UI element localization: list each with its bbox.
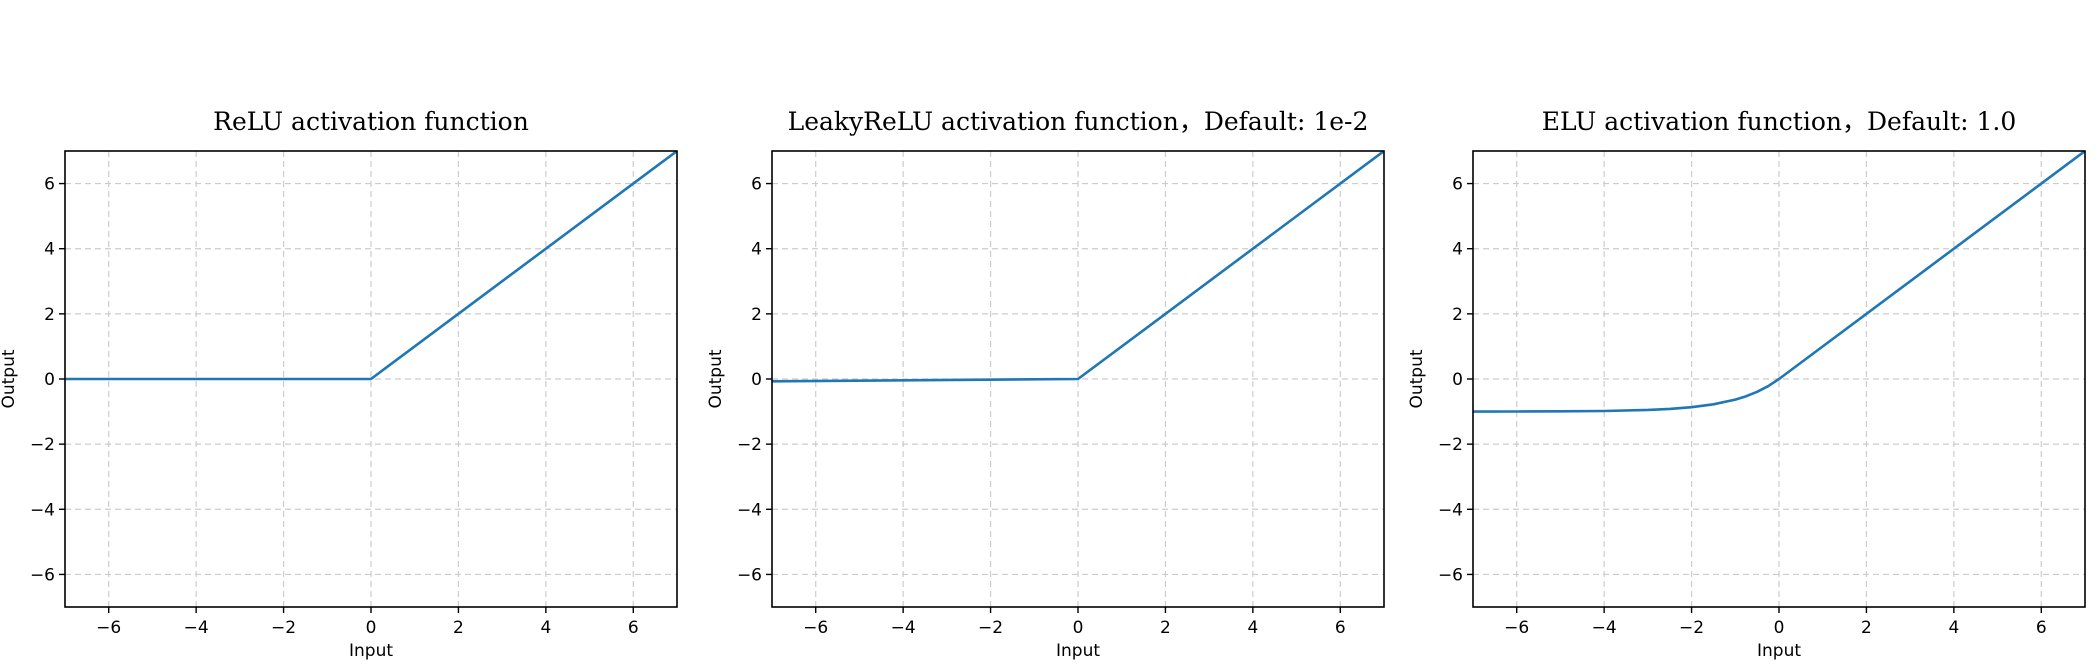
x-tick-label: −6: [803, 618, 828, 638]
chart-panel-1: ReLU activation function −6 −4 −2 0 2 4 6 −6 −4 −2…: [0, 0, 700, 668]
y-axis-label: Output: [706, 349, 726, 408]
y-tick-label: −4: [30, 500, 55, 520]
chart-svg: ReLU activation function −6 −4 −2 0 2 4 6 −6 −4 −2…: [0, 107, 678, 661]
y-tick-label: 6: [44, 175, 55, 195]
x-tick-label: −2: [271, 618, 296, 638]
x-tick-label: 6: [2036, 618, 2047, 638]
x-tick-label: 4: [1247, 618, 1258, 638]
x-tick-label: 4: [540, 618, 551, 638]
y-tick-label: 4: [1452, 240, 1463, 260]
y-tick-label: −2: [737, 435, 762, 455]
chart-title: ReLU activation function: [213, 107, 529, 136]
y-tick-label: 0: [751, 370, 762, 390]
y-tick-label: 6: [751, 175, 762, 195]
y-tick-label: 4: [751, 240, 762, 260]
y-tick-label: −4: [1438, 500, 1463, 520]
x-tick-label: −4: [1592, 618, 1617, 638]
series-line-leaky_relu: [772, 151, 1384, 383]
y-tick-label: 2: [1452, 305, 1463, 325]
chart-svg: LeakyReLU activation function，Default: 1…: [706, 107, 1385, 661]
y-tick-label: −6: [737, 565, 762, 585]
x-tick-label: −2: [1679, 618, 1704, 638]
chart-title: LeakyReLU activation function，Default: 1…: [788, 107, 1369, 136]
y-tick-label: −2: [30, 435, 55, 455]
x-tick-label: 0: [1073, 618, 1084, 638]
x-tick-label: 0: [1774, 618, 1785, 638]
chart-panel-2: LeakyReLU activation function，Default: 1…: [700, 0, 1400, 668]
x-tick-label: −6: [96, 618, 121, 638]
x-tick-label: 2: [1861, 618, 1872, 638]
y-tick-label: 0: [1452, 370, 1463, 390]
chart-title: ELU activation function，Default: 1.0: [1542, 107, 2017, 136]
x-tick-label: 4: [1948, 618, 1959, 638]
y-tick-label: 6: [1452, 175, 1463, 195]
y-tick-label: 2: [44, 305, 55, 325]
chart-panel-3: ELU activation function，Default: 1.0 −6 −4…: [1400, 0, 2100, 668]
x-tick-label: −2: [978, 618, 1003, 638]
chart-svg: ELU activation function，Default: 1.0 −6 −4…: [1407, 107, 2086, 661]
x-tick-label: −4: [184, 618, 209, 638]
y-tick-label: −6: [30, 565, 55, 585]
x-tick-label: 2: [1160, 618, 1171, 638]
x-tick-label: 2: [453, 618, 464, 638]
x-tick-label: −6: [1504, 618, 1529, 638]
x-tick-label: 0: [366, 618, 377, 638]
x-axis-label: Input: [1056, 641, 1100, 661]
x-tick-label: 6: [1335, 618, 1346, 638]
x-axis-label: Input: [1757, 641, 1801, 661]
series-line-relu: [65, 151, 677, 381]
y-tick-label: 0: [44, 370, 55, 390]
y-axis-label: Output: [1407, 349, 1427, 408]
series-line-elu: [1473, 151, 2085, 413]
y-axis-label: Output: [0, 349, 19, 408]
y-tick-label: −6: [1438, 565, 1463, 585]
y-tick-label: −4: [737, 500, 762, 520]
y-tick-label: 4: [44, 240, 55, 260]
y-tick-label: 2: [751, 305, 762, 325]
x-tick-label: −4: [891, 618, 916, 638]
x-axis-label: Input: [349, 641, 393, 661]
y-tick-label: −2: [1438, 435, 1463, 455]
x-tick-label: 6: [628, 618, 639, 638]
